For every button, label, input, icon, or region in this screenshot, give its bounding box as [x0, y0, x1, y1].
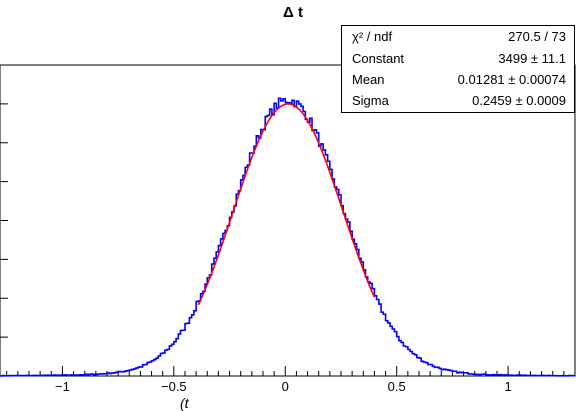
x-tick-label: 0 — [282, 379, 289, 394]
x-tick-label: −1 — [55, 379, 70, 394]
stats-value-constant: 3499 ± 11.1 — [498, 51, 566, 66]
stats-value-mean: 0.01281 ± 0.00074 — [457, 72, 566, 87]
x-axis-ticks: −1 −0.5 0 0.5 1 — [6, 366, 576, 394]
plot-frame — [0, 64, 576, 377]
stats-label-constant: Constant — [352, 51, 405, 66]
x-axis-label: (t — [180, 395, 189, 411]
stats-row-chi2: χ² / ndf 270.5 / 73 — [342, 27, 574, 46]
gaussian-fit-curve — [197, 103, 376, 306]
stats-label-chi2: χ² / ndf — [352, 29, 393, 44]
y-axis-ticks — [0, 103, 8, 338]
stats-box: χ² / ndf 270.5 / 73 Constant 3499 ± 11.1… — [341, 25, 575, 113]
x-tick-label: −0.5 — [161, 379, 187, 394]
stats-row-mean: Mean 0.01281 ± 0.00074 — [342, 70, 574, 89]
x-tick-label: 1 — [505, 379, 512, 394]
stats-value-sigma: 0.2459 ± 0.0009 — [472, 93, 566, 108]
stats-row-sigma: Sigma 0.2459 ± 0.0009 — [342, 91, 574, 110]
x-tick-label: 0.5 — [388, 379, 406, 394]
stats-value-chi2: 270.5 / 73 — [508, 29, 566, 44]
stats-label-mean: Mean — [352, 72, 385, 87]
chart-title: Δ t — [283, 4, 303, 21]
histogram-series — [0, 97, 575, 377]
stats-row-constant: Constant 3499 ± 11.1 — [342, 49, 574, 68]
stats-label-sigma: Sigma — [352, 93, 389, 108]
